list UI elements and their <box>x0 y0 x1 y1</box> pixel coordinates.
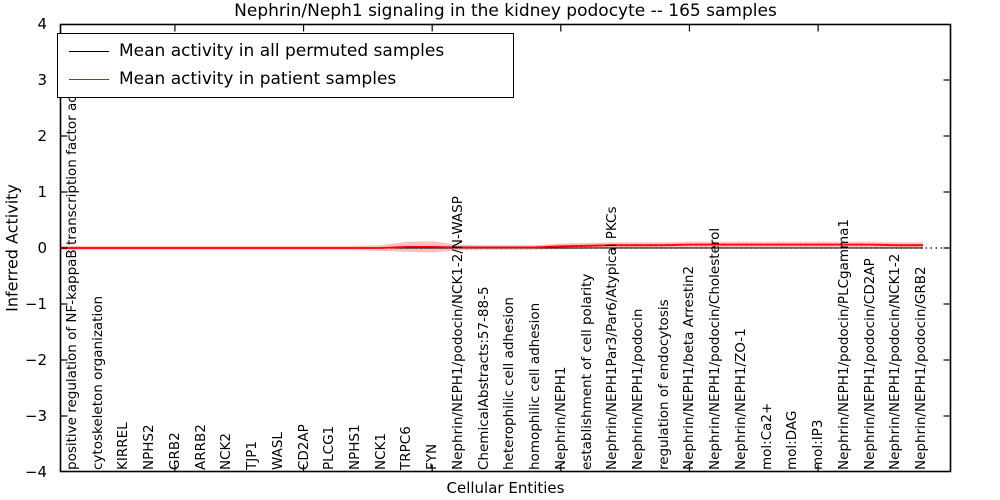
y-tick-label: 2 <box>37 127 47 145</box>
permuted-line-icon <box>69 50 109 52</box>
x-category-label: PLCG1 <box>321 425 338 470</box>
patient-line-icon <box>69 78 109 80</box>
y-axis-ticks <box>60 79 951 417</box>
x-category-label: ARRB2 <box>192 424 209 470</box>
x-category-label: NPHS1 <box>346 424 363 470</box>
x-category-label: mol:Ca2+ <box>758 402 775 470</box>
x-category-label: NPHS2 <box>141 424 158 470</box>
x-category-label: NCK2 <box>218 433 235 470</box>
x-category-label: mol:IP3 <box>810 419 827 470</box>
x-category-label: Nephrin/NEPH1/podocin/NCK1-2 <box>887 253 904 470</box>
x-category-label: Nephrin/NEPH1/ZO-1 <box>732 328 749 470</box>
legend-label-permuted: Mean activity in all permuted samples <box>119 41 445 61</box>
x-category-label: CD2AP <box>295 424 312 470</box>
y-tick-label: 4 <box>37 15 47 33</box>
x-category-label: cytoskeleton organization <box>89 295 106 470</box>
x-category-label: mol:DAG <box>784 410 801 470</box>
x-category-label: KIRREL <box>115 422 132 470</box>
y-tick-label: 1 <box>37 183 47 201</box>
legend-label-patient: Mean activity in patient samples <box>119 69 397 89</box>
x-category-label: Nephrin/NEPH1 <box>552 366 569 470</box>
patient-mean-line <box>60 243 923 249</box>
x-category-label: WASL <box>269 432 286 470</box>
x-category-label: Nephrin/NEPH1/podocin <box>629 308 646 470</box>
x-axis-ticks <box>174 24 819 472</box>
x-category-label: Nephrin/NEPH1/beta Arrestin2 <box>681 265 698 470</box>
x-category-label: Nephrin/NEPH1/podocin/PLCgamma1 <box>835 218 852 470</box>
x-category-label: ChemicalAbstracts:57-88-5 <box>475 286 492 470</box>
y-tick-label: 0 <box>37 239 47 257</box>
x-category-label: homophilic cell adhesion <box>527 302 544 470</box>
x-category-label: heterophilic cell adhesion <box>501 297 518 470</box>
x-category-label: FYN <box>424 443 441 470</box>
x-category-label: NCK1 <box>372 433 389 470</box>
x-category-label: GRB2 <box>166 432 183 470</box>
y-tick-label: −2 <box>24 351 47 369</box>
x-category-label: establishment of cell polarity <box>578 273 595 470</box>
chart-title: Nephrin/Neph1 signaling in the kidney po… <box>234 1 777 21</box>
legend-row-permuted: Mean activity in all permuted samples <box>69 39 513 63</box>
x-category-label: regulation of endocytosis <box>655 299 672 470</box>
y-tick-label: −3 <box>24 407 47 425</box>
x-category-labels: positive regulation of NF-kappaB transcr… <box>0 33 1000 470</box>
x-category-label: Nephrin/NEPH1/podocin/NCK1-2/N-WASP <box>449 196 466 470</box>
x-category-label: Nephrin/NEPH1/podocin/GRB2 <box>912 266 929 470</box>
legend-row-patient: Mean activity in patient samples <box>69 67 513 91</box>
y-tick-label: −1 <box>24 295 47 313</box>
y-tick-label: 3 <box>37 71 47 89</box>
x-category-label: TJP1 <box>244 441 261 470</box>
x-category-label: TRPC6 <box>398 426 415 470</box>
x-category-label: Nephrin/NEPH1/podocin/CD2AP <box>861 258 878 470</box>
x-category-label: Nephrin/NEPH1Par3/Par6/Atypical PKCs <box>604 206 621 471</box>
x-category-label: Nephrin/NEPH1/podocin/Cholesterol <box>707 227 724 470</box>
x-category-label: positive regulation of NF-kappaB transcr… <box>64 61 80 470</box>
y-tick-label: −4 <box>24 463 47 481</box>
x-axis-label: Cellular Entities <box>446 479 565 497</box>
legend: Mean activity in all permuted samples Me… <box>57 33 514 98</box>
